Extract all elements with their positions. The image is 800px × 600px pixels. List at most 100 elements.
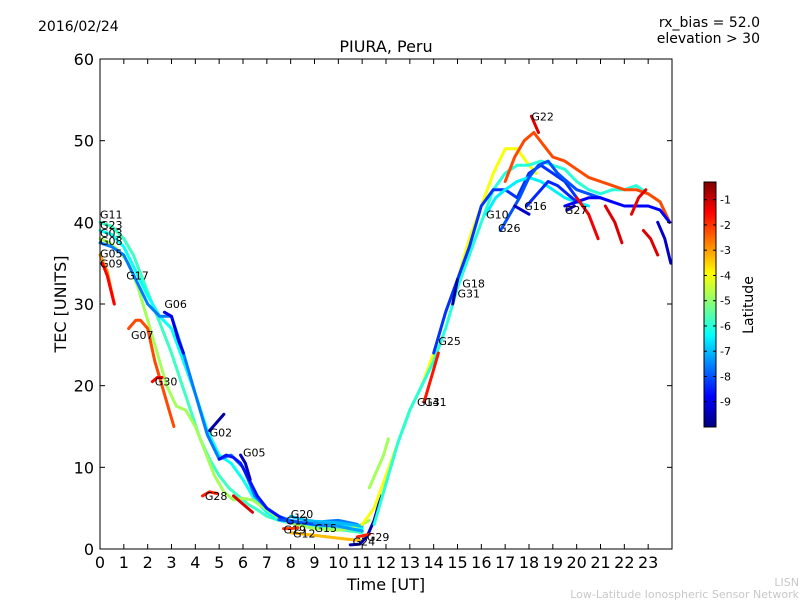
footer-network-name: Low-Latitude Ionospheric Sensor Network xyxy=(570,588,799,600)
series-line-g05 xyxy=(217,453,293,525)
x-tick-label: 8 xyxy=(286,553,296,572)
series-line-g31 xyxy=(432,163,579,355)
series-line-g09b xyxy=(100,261,116,306)
footer-abbr: LISN xyxy=(774,576,799,589)
colorbar-ticks: -1 -2 -3 -4 -5 -6 -7 -8 -9 xyxy=(704,194,731,409)
series-line-g07 xyxy=(127,318,176,428)
series-label: G31 xyxy=(424,396,447,409)
x-axis-label: Time [UT] xyxy=(346,575,425,594)
colorbar-tick-label: -3 xyxy=(720,244,731,257)
series-label: G07 xyxy=(131,329,154,342)
series-line-g32 xyxy=(656,220,673,265)
series-line-g02 xyxy=(208,412,226,433)
series-line-g17 xyxy=(630,188,648,216)
series-labels: G11G23G03G08G05G09G17G06G07G30G02G05G28G… xyxy=(100,110,587,548)
x-tick-label: 1 xyxy=(119,553,129,572)
series-line-g27 xyxy=(563,196,672,224)
y-axis: 0 10 20 30 40 50 60 xyxy=(74,50,672,559)
series-line-g03 xyxy=(98,237,371,532)
series-line-g20 xyxy=(289,514,364,528)
x-tick-label: 21 xyxy=(590,553,610,572)
x-axis: 0 1 2 3 4 5 6 7 8 9 10 11 12 13 14 15 16 17 18 19 20 21 22 23 xyxy=(95,59,658,572)
date-label: 2016/02/24 xyxy=(38,19,119,35)
series-label: G02 xyxy=(210,426,233,439)
x-tick-label: 11 xyxy=(352,553,372,572)
colorbar-label: Latitude xyxy=(741,276,757,334)
rx-bias-label: rx_bias = 52.0 xyxy=(659,15,760,31)
x-tick-label: 4 xyxy=(190,553,200,572)
x-tick-label: 2 xyxy=(143,553,153,572)
series-label: G06 xyxy=(164,298,187,311)
series-label: G31 xyxy=(458,288,481,301)
series-line-g04b xyxy=(603,204,624,245)
series-label: G15 xyxy=(315,522,338,535)
series-line-g19 xyxy=(282,526,300,531)
series-label: G23 xyxy=(100,219,123,232)
colorbar-tick-label: -2 xyxy=(720,219,731,232)
series-line-g08 xyxy=(98,241,359,526)
series-line-g06 xyxy=(162,310,185,355)
series-label: G17 xyxy=(126,270,149,283)
x-tick-label: 22 xyxy=(614,553,634,572)
series-label: G11 xyxy=(100,208,123,221)
x-tick-label: 7 xyxy=(262,553,272,572)
series-line-g16 xyxy=(525,180,579,208)
series-line-g05b xyxy=(239,453,252,482)
series-label: G14 xyxy=(417,396,440,409)
x-tick-label: 10 xyxy=(328,553,348,572)
series-line-g28b xyxy=(232,494,254,514)
series-line-g12 xyxy=(289,531,364,543)
series-line-g26 xyxy=(498,159,602,232)
series-label: G12 xyxy=(293,528,316,541)
x-tick-label: 5 xyxy=(214,553,224,572)
series-label: G03 xyxy=(100,227,123,240)
colorbar-tick-label: -1 xyxy=(720,194,731,207)
y-tick-label: 60 xyxy=(74,50,94,69)
series-label: G28 xyxy=(205,490,228,503)
x-tick-label: 13 xyxy=(400,553,420,572)
series-label: G05 xyxy=(243,447,266,460)
series-label: G08 xyxy=(100,235,123,248)
series-line-g26b xyxy=(513,204,531,216)
y-axis-label: TEC [UNITS] xyxy=(51,256,70,354)
x-tick-label: 0 xyxy=(95,553,105,572)
y-tick-label: 50 xyxy=(74,132,94,151)
y-tick-label: 40 xyxy=(74,213,94,232)
x-tick-label: 17 xyxy=(495,553,515,572)
x-tick-label: 6 xyxy=(238,553,248,572)
series-label: G30 xyxy=(155,376,178,389)
series-line-g15 xyxy=(313,521,364,533)
series-label: G13 xyxy=(286,515,309,528)
series-line-g14 xyxy=(422,351,440,404)
series-line-g04 xyxy=(575,196,600,241)
series-label: G24 xyxy=(353,536,376,549)
plot-series xyxy=(98,114,673,547)
x-tick-label: 19 xyxy=(543,553,563,572)
elevation-label: elevation > 30 xyxy=(657,31,760,47)
colorbar-tick-label: -6 xyxy=(720,320,731,333)
series-label: G26 xyxy=(498,222,521,235)
y-tick-label: 30 xyxy=(74,295,94,314)
x-tick-label: 12 xyxy=(376,553,396,572)
series-label: G25 xyxy=(438,335,461,348)
x-tick-label: 16 xyxy=(471,553,491,572)
colorbar-tick-label: -7 xyxy=(720,345,731,358)
series-label: G22 xyxy=(531,110,554,123)
series-line-g22b xyxy=(529,114,540,134)
series-line-g30 xyxy=(150,376,164,384)
y-tick-label: 0 xyxy=(84,540,94,559)
x-tick-label: 9 xyxy=(309,553,319,572)
series-label: G09 xyxy=(100,257,123,270)
chart-title: PIURA, Peru xyxy=(339,37,432,56)
series-label: G19 xyxy=(284,524,307,537)
series-line-g18 xyxy=(451,278,459,306)
series-label: G16 xyxy=(524,200,547,213)
series-label: G29 xyxy=(367,531,390,544)
y-tick-label: 20 xyxy=(74,377,94,396)
series-line-g29b xyxy=(367,437,390,490)
colorbar-tick-label: -8 xyxy=(720,370,731,383)
x-tick-label: 3 xyxy=(166,553,176,572)
x-tick-label: 15 xyxy=(447,553,467,572)
colorbar-tick-label: -9 xyxy=(720,396,731,409)
x-tick-label: 23 xyxy=(638,553,658,572)
